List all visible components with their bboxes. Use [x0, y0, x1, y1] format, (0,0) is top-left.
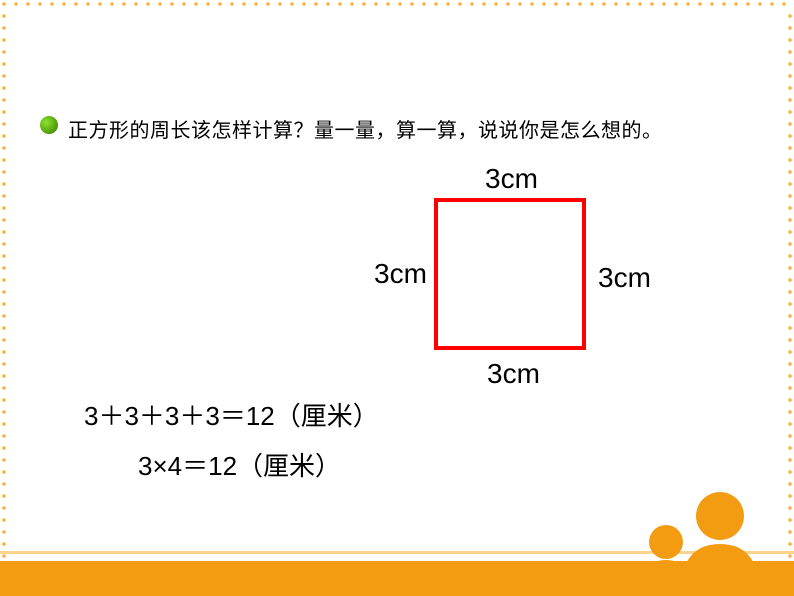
- equation-multiplication: 3×4＝12（厘米）: [138, 446, 341, 483]
- equation-nums: 3＋3＋3＋3＝12: [84, 401, 275, 431]
- side-label-top: 3cm: [485, 163, 538, 195]
- equation-nums: 3×4＝12: [138, 451, 237, 481]
- side-label-bottom: 3cm: [487, 358, 540, 390]
- people-icon: [612, 486, 772, 596]
- bullet-marker: [40, 116, 58, 134]
- equation-unit: （厘米）: [275, 402, 379, 431]
- equation-addition: 3＋3＋3＋3＝12（厘米）: [84, 396, 379, 433]
- equation-unit: （厘米）: [237, 452, 341, 481]
- square-diagram: [434, 198, 586, 350]
- question-text: 正方形的周长该怎样计算？量一量，算一算，说说你是怎么想的。: [68, 114, 663, 143]
- side-label-left: 3cm: [374, 258, 427, 290]
- side-label-right: 3cm: [598, 262, 651, 294]
